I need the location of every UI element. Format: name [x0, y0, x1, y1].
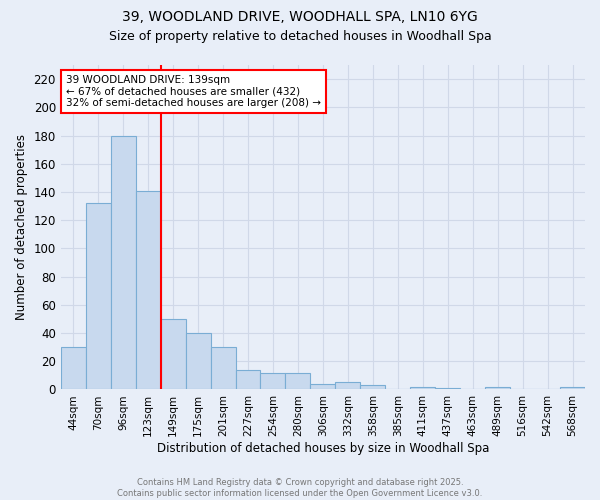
Bar — [185, 333, 211, 390]
Bar — [310, 384, 335, 390]
Text: Contains HM Land Registry data © Crown copyright and database right 2025.
Contai: Contains HM Land Registry data © Crown c… — [118, 478, 482, 498]
Bar — [61, 347, 86, 390]
Bar — [86, 203, 111, 390]
Bar — [485, 386, 510, 390]
Text: 39 WOODLAND DRIVE: 139sqm
← 67% of detached houses are smaller (432)
32% of semi: 39 WOODLAND DRIVE: 139sqm ← 67% of detac… — [66, 74, 321, 108]
Bar — [211, 347, 236, 390]
Bar — [335, 382, 361, 390]
Bar — [361, 385, 385, 390]
Bar — [286, 372, 310, 390]
Bar — [435, 388, 460, 390]
Bar — [111, 136, 136, 390]
X-axis label: Distribution of detached houses by size in Woodhall Spa: Distribution of detached houses by size … — [157, 442, 489, 455]
Bar — [236, 370, 260, 390]
Bar — [161, 319, 185, 390]
Text: Size of property relative to detached houses in Woodhall Spa: Size of property relative to detached ho… — [109, 30, 491, 43]
Bar — [260, 372, 286, 390]
Text: 39, WOODLAND DRIVE, WOODHALL SPA, LN10 6YG: 39, WOODLAND DRIVE, WOODHALL SPA, LN10 6… — [122, 10, 478, 24]
Bar — [136, 190, 161, 390]
Bar — [410, 386, 435, 390]
Y-axis label: Number of detached properties: Number of detached properties — [15, 134, 28, 320]
Bar — [560, 386, 585, 390]
